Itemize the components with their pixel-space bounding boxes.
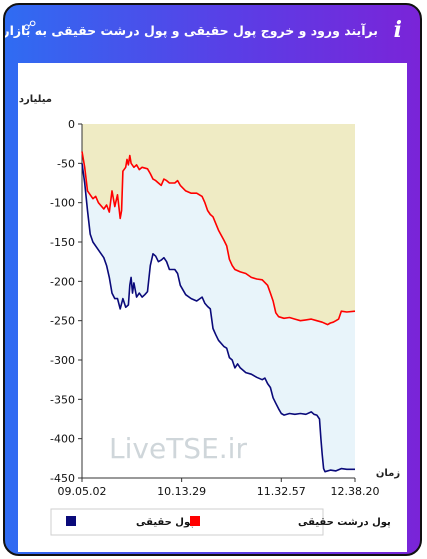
y-tick-label: -250 bbox=[50, 315, 75, 328]
y-ticks: 0 -50 -100 -150 -200 -250 -300 -350 -400 -450 bbox=[50, 118, 82, 485]
x-tick-label: 10.13.29 bbox=[157, 485, 206, 498]
y-tick-label: -100 bbox=[50, 197, 75, 210]
x-tick-label: 11.32.57 bbox=[257, 485, 306, 498]
legend-swatch bbox=[66, 516, 76, 526]
y-tick-label: -450 bbox=[50, 472, 75, 485]
between-fill-area bbox=[82, 151, 355, 472]
legend-swatch bbox=[190, 516, 200, 526]
upper-fill-area bbox=[82, 124, 355, 325]
x-ticks: 09.05.02 10.13.29 11.32.57 12.38.20 bbox=[58, 478, 380, 498]
chart-svg: میلیارد تومان زمان 0 -50 -100 -150 -200 -250 -… bbox=[5, 94, 400, 536]
card-header: ☍ برآیند ورود و خروج پول حقیقی و پول درش… bbox=[5, 5, 420, 63]
y-tick-label: -200 bbox=[50, 275, 75, 288]
series-line-blue bbox=[81, 163, 355, 473]
legend-label: پول حقیقی bbox=[136, 517, 194, 528]
info-icon[interactable]: i bbox=[393, 17, 402, 43]
watermark-text: LiveTSE.ir bbox=[109, 432, 247, 465]
chart-panel: میلیارد تومان زمان 0 -50 -100 -150 -200 -250 -… bbox=[5, 63, 407, 552]
y-tick-label: -50 bbox=[57, 157, 75, 170]
y-tick-label: -150 bbox=[50, 236, 75, 249]
legend: پول حقیقی پول درشت حقیقی bbox=[50, 508, 391, 536]
y-tick-label: -400 bbox=[50, 433, 75, 446]
chart-card: ☍ برآیند ورود و خروج پول حقیقی و پول درش… bbox=[3, 3, 422, 556]
legend-box bbox=[50, 508, 324, 536]
x-axis-label: زمان bbox=[376, 468, 400, 479]
y-tick-label: 0 bbox=[68, 118, 75, 131]
y-tick-label: -300 bbox=[50, 354, 75, 367]
series-line-red bbox=[81, 151, 356, 326]
y-tick-label: -350 bbox=[50, 393, 75, 406]
y-axis-label: میلیارد تومان bbox=[18, 94, 52, 105]
legend-label: پول درشت حقیقی bbox=[298, 517, 391, 528]
plot-area bbox=[81, 124, 356, 479]
x-tick-label: 09.05.02 bbox=[58, 485, 107, 498]
chart-card-title: برآیند ورود و خروج پول حقیقی و پول درشت … bbox=[3, 23, 378, 38]
link-icon[interactable]: ☍ bbox=[23, 19, 37, 34]
x-tick-label: 12.38.20 bbox=[331, 485, 380, 498]
